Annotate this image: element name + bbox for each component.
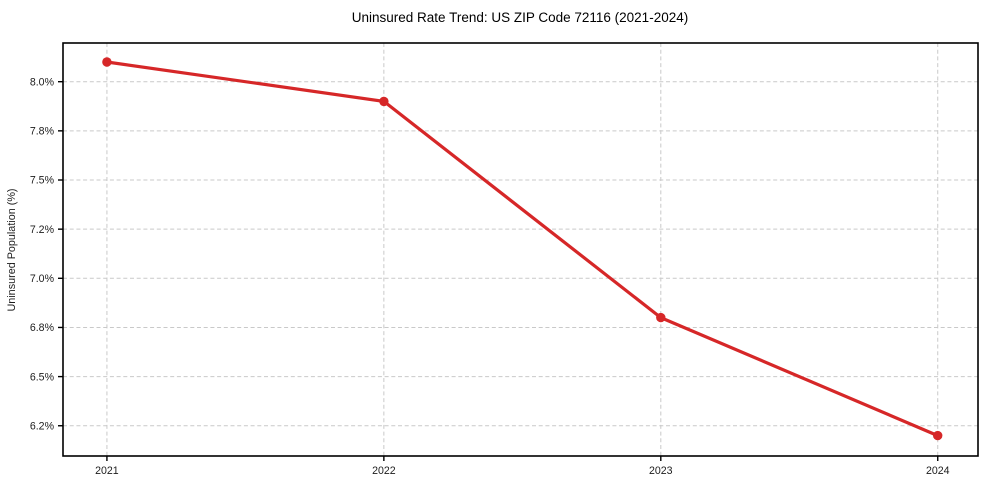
plot-border [62,42,979,457]
data-point-marker-2022 [379,96,389,107]
data-point-marker-2024 [933,430,943,441]
data-point-marker-2023 [656,312,666,323]
y-tick-label: 7.0% [30,273,55,285]
x-tick-label: 2024 [926,465,950,477]
y-tick-label: 7.5% [30,175,55,187]
y-tick-label: 6.5% [30,371,55,383]
series-layer [102,57,943,441]
x-tick-label: 2021 [95,465,119,477]
chart-title: Uninsured Rate Trend: US ZIP Code 72116 … [352,10,688,25]
grid-layer [63,43,978,456]
x-tick-label: 2022 [372,465,396,477]
y-tick-label: 6.8% [30,322,55,334]
x-tick-label: 2023 [649,465,673,477]
y-tick-label: 7.2% [30,224,55,236]
y-tick-label: 6.2% [30,420,55,432]
y-axis-label: Uninsured Population (%) [6,188,18,311]
axes-layer: 8.0% 7.8% 7.5% 7.2% 7.0% 6.8% 6.5% 6.2% 2021 2022… [30,42,979,477]
y-tick-label: 7.8% [30,126,55,138]
trend-line [105,60,940,438]
data-point-marker-2021 [102,57,112,67]
y-tick-label: 8.0% [30,76,55,88]
